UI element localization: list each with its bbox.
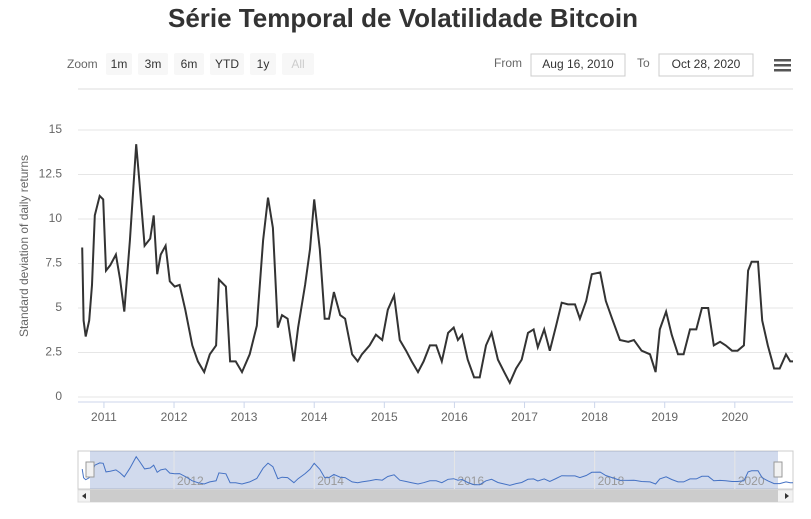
zoom-button-bg — [282, 53, 314, 75]
y-tick-label: 7.5 — [45, 256, 62, 270]
navigator-line — [81, 455, 793, 486]
navigator-tick-label: 2014 — [317, 474, 344, 488]
to-label: To — [637, 56, 650, 70]
zoom-button-label: 1m — [111, 57, 128, 71]
zoom-button-bg — [138, 53, 168, 75]
from-date: Aug 16, 2010 — [542, 57, 614, 71]
zoom-button-label: YTD — [215, 57, 239, 71]
x-tick-label: 2011 — [91, 410, 117, 424]
scrollbar-arrow-left — [82, 493, 86, 499]
x-tick-label: 2015 — [371, 410, 398, 424]
x-tick-label: 2020 — [721, 410, 748, 424]
x-tick-label: 2018 — [581, 410, 608, 424]
chart-title: Série Temporal de Volatilidade Bitcoin — [168, 3, 638, 33]
y-tick-label: 12.5 — [39, 167, 63, 181]
zoom-button-bg — [174, 53, 204, 75]
navigator-tick-label: 2016 — [457, 474, 484, 488]
zoom-button[interactable]: 1y — [250, 53, 276, 75]
from-label: From — [494, 56, 522, 70]
y-tick-label: 0 — [55, 389, 62, 403]
zoom-button-bg — [106, 53, 132, 75]
x-tick-label: 2013 — [231, 410, 258, 424]
navigator-tick-label: 2018 — [598, 474, 625, 488]
y-tick-label: 2.5 — [45, 345, 62, 359]
x-tick-label: 2012 — [161, 410, 188, 424]
navigator-mask — [90, 451, 778, 489]
zoom-label: Zoom — [67, 57, 98, 71]
zoom-button-label: 6m — [181, 57, 198, 71]
navigator-tick-label: 2012 — [177, 474, 204, 488]
x-tick-label: 2016 — [441, 410, 468, 424]
to-date: Oct 28, 2020 — [672, 57, 741, 71]
navigator-tick-label: 2020 — [738, 474, 765, 488]
from-input[interactable] — [530, 53, 626, 77]
zoom-button[interactable]: 1m — [106, 53, 132, 75]
zoom-button-label: 1y — [257, 57, 270, 71]
x-tick-label: 2014 — [301, 410, 328, 424]
scrollbar-arrow-right — [785, 493, 789, 499]
scrollbar-thumb[interactable] — [90, 490, 778, 502]
zoom-button-label: All — [291, 57, 304, 71]
navigator-handle[interactable] — [85, 461, 95, 478]
x-tick-label: 2017 — [511, 410, 538, 424]
y-tick-label: 10 — [49, 211, 63, 225]
to-input[interactable] — [658, 53, 754, 77]
navigator-handle[interactable] — [773, 461, 783, 478]
line — [81, 144, 793, 386]
zoom-button-label: 3m — [145, 57, 162, 71]
zoom-button[interactable]: 6m — [174, 53, 204, 75]
menu-button[interactable] — [774, 59, 791, 72]
y-axis-title: Standard deviation of daily returns — [17, 155, 31, 337]
y-tick-label: 15 — [49, 122, 63, 136]
zoom-button[interactable]: 3m — [138, 53, 168, 75]
zoom-button-bg — [250, 53, 276, 75]
zoom-button: All — [282, 53, 314, 75]
zoom-button[interactable]: YTD — [210, 53, 244, 75]
zoom-button-bg — [210, 53, 244, 75]
x-tick-label: 2019 — [651, 410, 678, 424]
y-tick-label: 5 — [55, 300, 62, 314]
